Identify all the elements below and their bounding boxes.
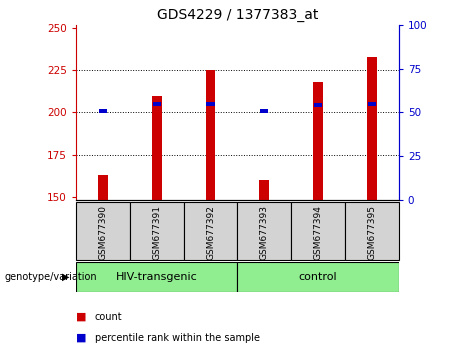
Text: GSM677393: GSM677393 bbox=[260, 205, 269, 260]
Bar bbox=[99, 109, 107, 113]
Bar bbox=[345, 202, 399, 260]
Bar bbox=[152, 96, 161, 200]
Bar bbox=[76, 262, 237, 292]
Bar bbox=[206, 70, 215, 200]
Bar bbox=[76, 202, 130, 260]
Text: HIV-transgenic: HIV-transgenic bbox=[116, 272, 198, 282]
Bar bbox=[237, 262, 399, 292]
Bar bbox=[98, 175, 108, 200]
Bar bbox=[368, 102, 376, 105]
Bar bbox=[207, 102, 215, 105]
Bar bbox=[314, 103, 322, 107]
Bar bbox=[313, 82, 323, 200]
Text: GSM677390: GSM677390 bbox=[99, 205, 107, 260]
Text: GSM677395: GSM677395 bbox=[367, 205, 376, 260]
Bar bbox=[260, 109, 268, 113]
Text: count: count bbox=[95, 312, 122, 322]
Text: GSM677391: GSM677391 bbox=[152, 205, 161, 260]
Text: ▶: ▶ bbox=[62, 272, 70, 282]
Text: percentile rank within the sample: percentile rank within the sample bbox=[95, 333, 260, 343]
Text: control: control bbox=[299, 272, 337, 282]
Text: GSM677394: GSM677394 bbox=[313, 205, 323, 260]
Text: ■: ■ bbox=[76, 333, 87, 343]
Text: GSM677392: GSM677392 bbox=[206, 205, 215, 260]
Bar bbox=[291, 202, 345, 260]
Bar bbox=[237, 202, 291, 260]
Text: ■: ■ bbox=[76, 312, 87, 322]
Bar bbox=[367, 57, 377, 200]
Bar bbox=[183, 202, 237, 260]
Text: genotype/variation: genotype/variation bbox=[5, 272, 97, 282]
Title: GDS4229 / 1377383_at: GDS4229 / 1377383_at bbox=[157, 8, 318, 22]
Bar bbox=[130, 202, 183, 260]
Bar bbox=[260, 180, 269, 200]
Bar bbox=[153, 102, 161, 105]
